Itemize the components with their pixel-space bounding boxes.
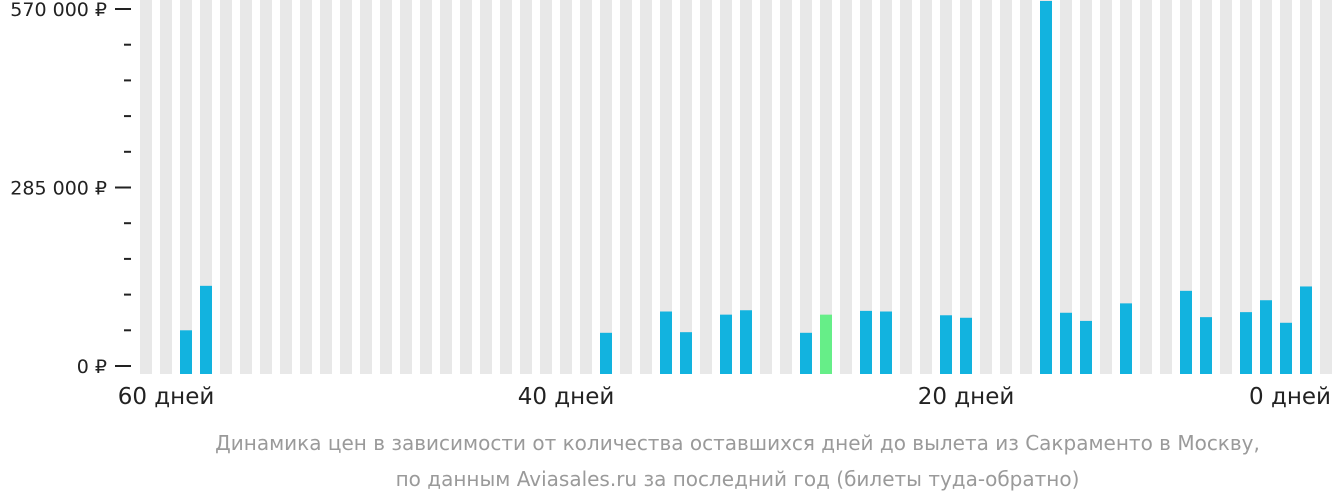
background-column (540, 0, 552, 374)
background-column (380, 0, 392, 374)
background-column (600, 0, 612, 374)
background-column (1320, 0, 1332, 374)
background-column (640, 0, 652, 374)
background-column (740, 0, 752, 374)
background-column (660, 0, 672, 374)
background-column (1120, 0, 1132, 374)
bar-cheapest (820, 314, 832, 374)
background-column (780, 0, 792, 374)
background-column (320, 0, 332, 374)
bar (1060, 312, 1072, 374)
background-column (520, 0, 532, 374)
background-column (260, 0, 272, 374)
background-column (1020, 0, 1032, 374)
background-column (980, 0, 992, 374)
bar (740, 310, 752, 374)
bar (1080, 320, 1092, 374)
background-column (1060, 0, 1072, 374)
background-column (160, 0, 172, 374)
background-column (1160, 0, 1172, 374)
background-column (1220, 0, 1232, 374)
x-tick-label: 40 дней (518, 384, 615, 410)
bar (1180, 290, 1192, 374)
bar (1040, 1, 1052, 374)
bar (800, 332, 812, 374)
bar (1260, 300, 1272, 374)
background-column (1280, 0, 1292, 374)
y-tick-label: 285 000 ₽ (10, 178, 107, 200)
background-column (420, 0, 432, 374)
bar (1300, 286, 1312, 374)
background-column (460, 0, 472, 374)
background-column (1240, 0, 1252, 374)
x-tick-label: 20 дней (918, 384, 1015, 410)
y-tick-label: 0 ₽ (77, 356, 107, 378)
bar (1120, 303, 1132, 374)
bar (1280, 322, 1292, 374)
background-column (880, 0, 892, 374)
background-column (1080, 0, 1092, 374)
background-column (940, 0, 952, 374)
bar (860, 310, 872, 374)
background-column (240, 0, 252, 374)
background-column (1140, 0, 1152, 374)
background-column (500, 0, 512, 374)
bar (720, 314, 732, 374)
background-column (1300, 0, 1312, 374)
bar (880, 311, 892, 374)
background-column (300, 0, 312, 374)
background-column (340, 0, 352, 374)
background-column (1180, 0, 1192, 374)
background-column (1000, 0, 1012, 374)
background-column (800, 0, 812, 374)
chart-caption-line-2: по данным Aviasales.ru за последний год … (395, 467, 1080, 491)
bar (1200, 317, 1212, 374)
background-columns (140, 0, 1332, 374)
bar (680, 332, 692, 374)
bar (200, 285, 212, 374)
background-column (960, 0, 972, 374)
bar (600, 332, 612, 374)
x-tick-label: 60 дней (118, 384, 215, 410)
bar (660, 311, 672, 374)
background-column (1100, 0, 1112, 374)
background-column (280, 0, 292, 374)
background-column (1200, 0, 1212, 374)
background-column (480, 0, 492, 374)
background-column (820, 0, 832, 374)
chart-caption-line-1: Динамика цен в зависимости от количества… (215, 431, 1260, 455)
bar (940, 315, 952, 374)
bar (180, 330, 192, 374)
background-column (760, 0, 772, 374)
background-column (360, 0, 372, 374)
background-column (680, 0, 692, 374)
background-column (180, 0, 192, 374)
background-column (220, 0, 232, 374)
price-bars (180, 1, 1312, 374)
bar (960, 317, 972, 374)
background-column (900, 0, 912, 374)
background-column (620, 0, 632, 374)
background-column (840, 0, 852, 374)
x-tick-label: 0 дней (1249, 384, 1331, 410)
background-column (920, 0, 932, 374)
background-column (440, 0, 452, 374)
background-column (560, 0, 572, 374)
background-column (720, 0, 732, 374)
bar (1240, 312, 1252, 374)
background-column (1260, 0, 1272, 374)
background-column (860, 0, 872, 374)
x-axis: 60 дней 40 дней 20 дней 0 дней (118, 384, 1331, 410)
background-column (400, 0, 412, 374)
background-column (140, 0, 152, 374)
price-chart: 0 ₽ 285 000 ₽ 570 000 ₽ 60 дней 40 дней 20 д… (10, 0, 1332, 410)
background-column (580, 0, 592, 374)
y-axis: 0 ₽ 285 000 ₽ 570 000 ₽ (10, 0, 131, 378)
background-column (700, 0, 712, 374)
y-tick-label: 570 000 ₽ (10, 0, 107, 21)
background-column (200, 0, 212, 374)
